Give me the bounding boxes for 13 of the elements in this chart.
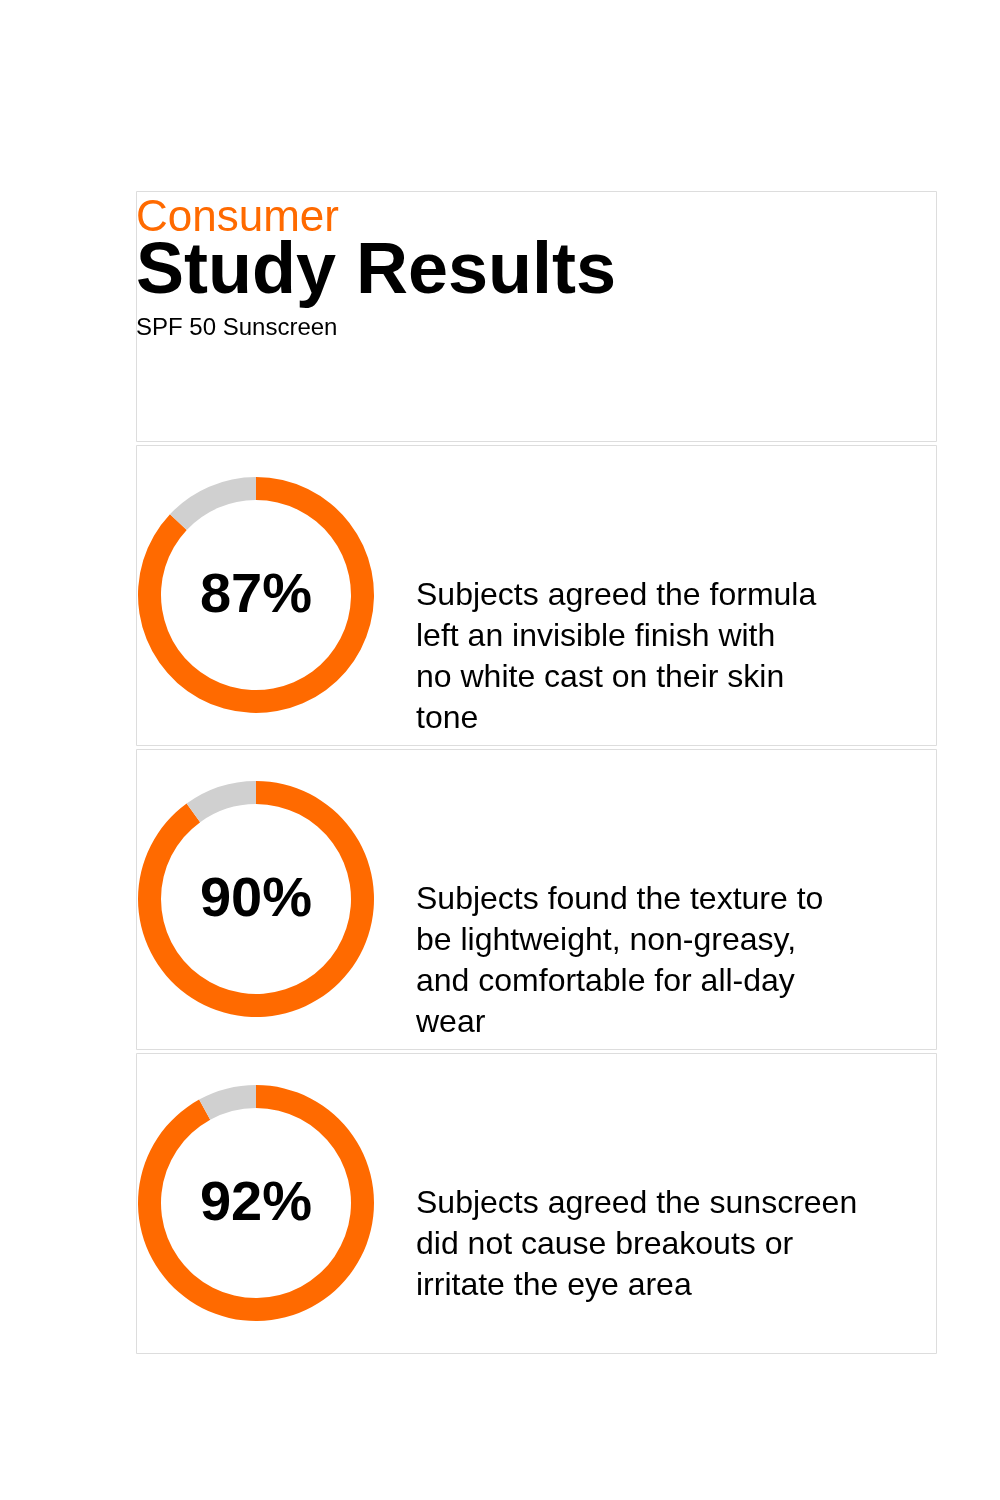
text: SPF 50 Sunscreen bbox=[136, 313, 338, 340]
donut-slice bbox=[186, 781, 256, 823]
donut-slice bbox=[138, 477, 374, 713]
text: Subjects agreed the sunscreen did not cause breakouts or irritate the eye area bbox=[416, 1184, 858, 1302]
donut-slice bbox=[138, 781, 374, 1017]
data-label: 90% bbox=[199, 865, 313, 928]
text: Subjects found the texture to be lightweight, non-greasy, and comfortable for all-day wear bbox=[415, 880, 824, 1039]
data-label: 87% bbox=[199, 561, 313, 624]
data-label: 92% bbox=[199, 1169, 313, 1232]
donut-slice bbox=[199, 1085, 256, 1120]
text: Subjects agreed the formula left an invisible finish with no white cast on their skin tone bbox=[416, 576, 817, 735]
donut-slice bbox=[169, 477, 256, 530]
donut-slice bbox=[138, 1085, 374, 1321]
